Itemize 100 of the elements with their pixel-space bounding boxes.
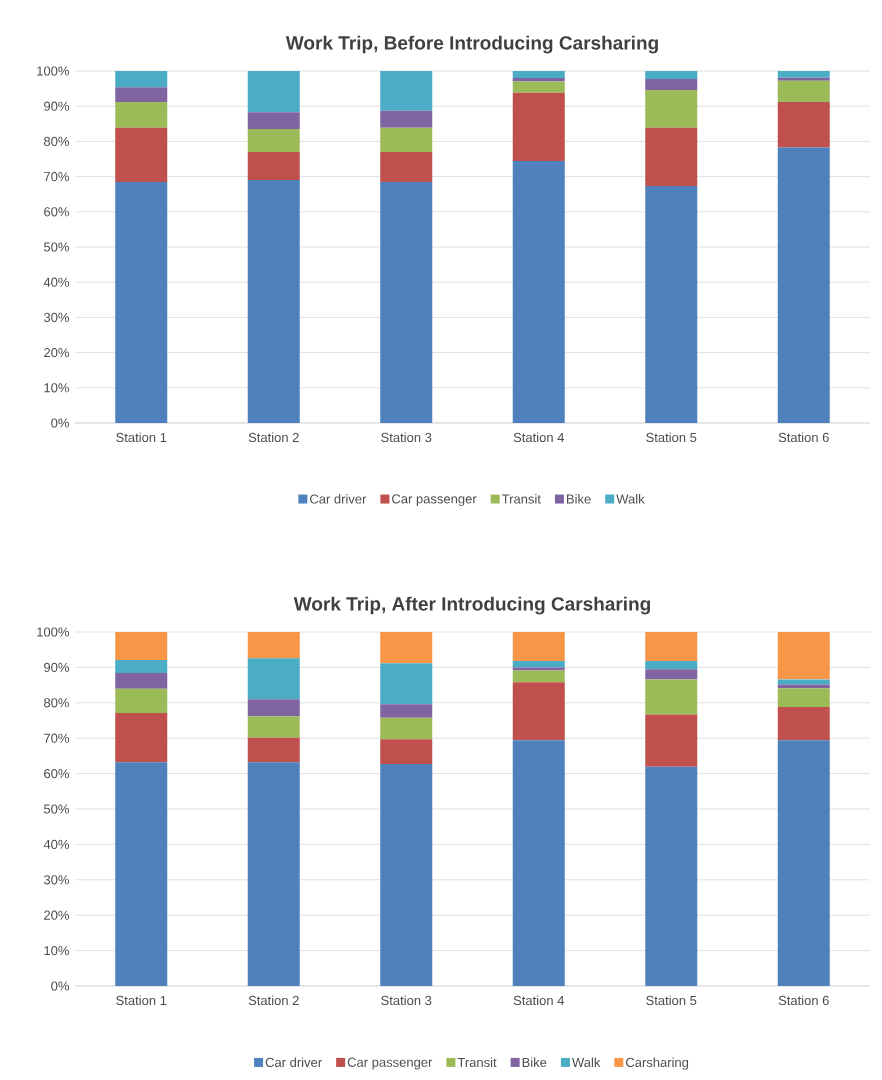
y-tick-label: 100%	[37, 66, 70, 76]
legend-label: Car passenger	[392, 494, 477, 507]
bar	[777, 679, 830, 685]
y-tick-label: 40%	[43, 839, 70, 849]
bar	[777, 707, 830, 741]
bar	[777, 71, 830, 78]
bar	[115, 181, 168, 423]
x-tick-label: Station 4	[513, 432, 565, 443]
y-tick-label: 0%	[51, 981, 70, 991]
bar	[115, 659, 168, 674]
x-tick-label: Station 4	[513, 995, 565, 1006]
y-tick-label: 100%	[37, 627, 70, 637]
bar	[247, 632, 300, 659]
bar	[645, 669, 698, 680]
y-tick-label: 80%	[44, 136, 70, 146]
bar	[777, 684, 830, 689]
y-tick-label: 30%	[43, 312, 70, 322]
bar	[247, 737, 300, 763]
bar	[380, 764, 433, 986]
y-tick-label: 20%	[44, 347, 70, 358]
chart-title: Work Trip, After Introducing Carsharing	[293, 596, 650, 615]
y-tick-label: 50%	[43, 804, 70, 814]
legend-label: Transit	[501, 494, 541, 504]
bar	[645, 632, 698, 662]
x-tick-label: Station 6	[778, 995, 829, 1006]
bar	[645, 71, 698, 80]
y-tick-label: 90%	[44, 101, 70, 111]
bar	[777, 740, 830, 986]
bar	[645, 714, 698, 767]
x-tick-label: Station 5	[646, 432, 697, 443]
bar	[380, 704, 433, 718]
x-tick-label: Station 3	[381, 432, 432, 443]
legend-label: Walk	[572, 1057, 601, 1067]
bar	[645, 90, 698, 128]
bar	[380, 717, 433, 740]
bar	[512, 667, 565, 671]
bar	[247, 129, 300, 152]
x-tick-label: Station 1	[116, 432, 167, 443]
y-tick-label: 40%	[43, 277, 70, 287]
y-tick-label: 30%	[43, 875, 70, 885]
legend-label: Car driver	[310, 494, 367, 504]
bar	[645, 661, 698, 670]
bar	[777, 80, 830, 102]
y-tick-label: 0%	[51, 418, 70, 428]
bar	[645, 766, 698, 986]
bar	[380, 151, 433, 182]
bar	[645, 679, 698, 715]
bar	[115, 87, 168, 102]
bar	[512, 92, 565, 162]
bar	[247, 151, 300, 181]
bar	[247, 658, 300, 700]
bar	[512, 632, 565, 662]
bar	[777, 688, 830, 708]
y-tick-label: 70%	[44, 733, 70, 743]
bar	[645, 127, 698, 187]
bar	[380, 110, 433, 128]
bar	[512, 81, 565, 93]
bar	[115, 673, 168, 689]
y-tick-label: 50%	[43, 242, 70, 252]
y-tick-label: 60%	[44, 207, 70, 217]
bar	[380, 632, 433, 664]
bar	[512, 682, 565, 741]
bar	[247, 762, 300, 986]
bar	[512, 661, 565, 668]
x-tick-label: Station 2	[248, 432, 299, 443]
bar	[115, 71, 168, 88]
y-tick-label: 90%	[44, 662, 70, 672]
y-tick-label: 20%	[44, 910, 70, 920]
bar	[512, 740, 565, 986]
y-tick-label: 10%	[44, 383, 70, 393]
x-tick-label: Station 1	[116, 995, 167, 1006]
bar	[115, 127, 168, 182]
y-tick-label: 80%	[44, 698, 70, 708]
legend-label: Car passenger	[347, 1057, 433, 1070]
bar	[115, 762, 168, 986]
y-tick-label: 70%	[44, 171, 70, 182]
bar	[247, 112, 300, 130]
legend-label: Transit	[457, 1057, 497, 1067]
bar	[115, 632, 168, 660]
bar	[247, 699, 300, 717]
bar	[777, 147, 830, 423]
chart-title: Work Trip, Before Introducing Carsharing	[285, 35, 658, 54]
legend-label: Car driver	[265, 1057, 322, 1067]
y-tick-label: 10%	[44, 945, 70, 956]
bar	[380, 127, 433, 152]
legend-label: Carsharing	[626, 1057, 689, 1070]
legend-label: Bike	[567, 494, 591, 504]
legend-label: Walk	[616, 494, 645, 504]
bar	[512, 670, 565, 683]
bar	[512, 78, 565, 82]
bar	[380, 739, 433, 765]
x-tick-label: Station 6	[778, 432, 829, 443]
bar	[645, 79, 698, 90]
x-tick-label: Station 2	[248, 995, 299, 1006]
bar	[777, 632, 830, 680]
bar	[247, 71, 300, 113]
bar	[777, 77, 830, 81]
bar	[247, 716, 300, 738]
bar	[645, 186, 698, 423]
bar	[115, 713, 168, 763]
